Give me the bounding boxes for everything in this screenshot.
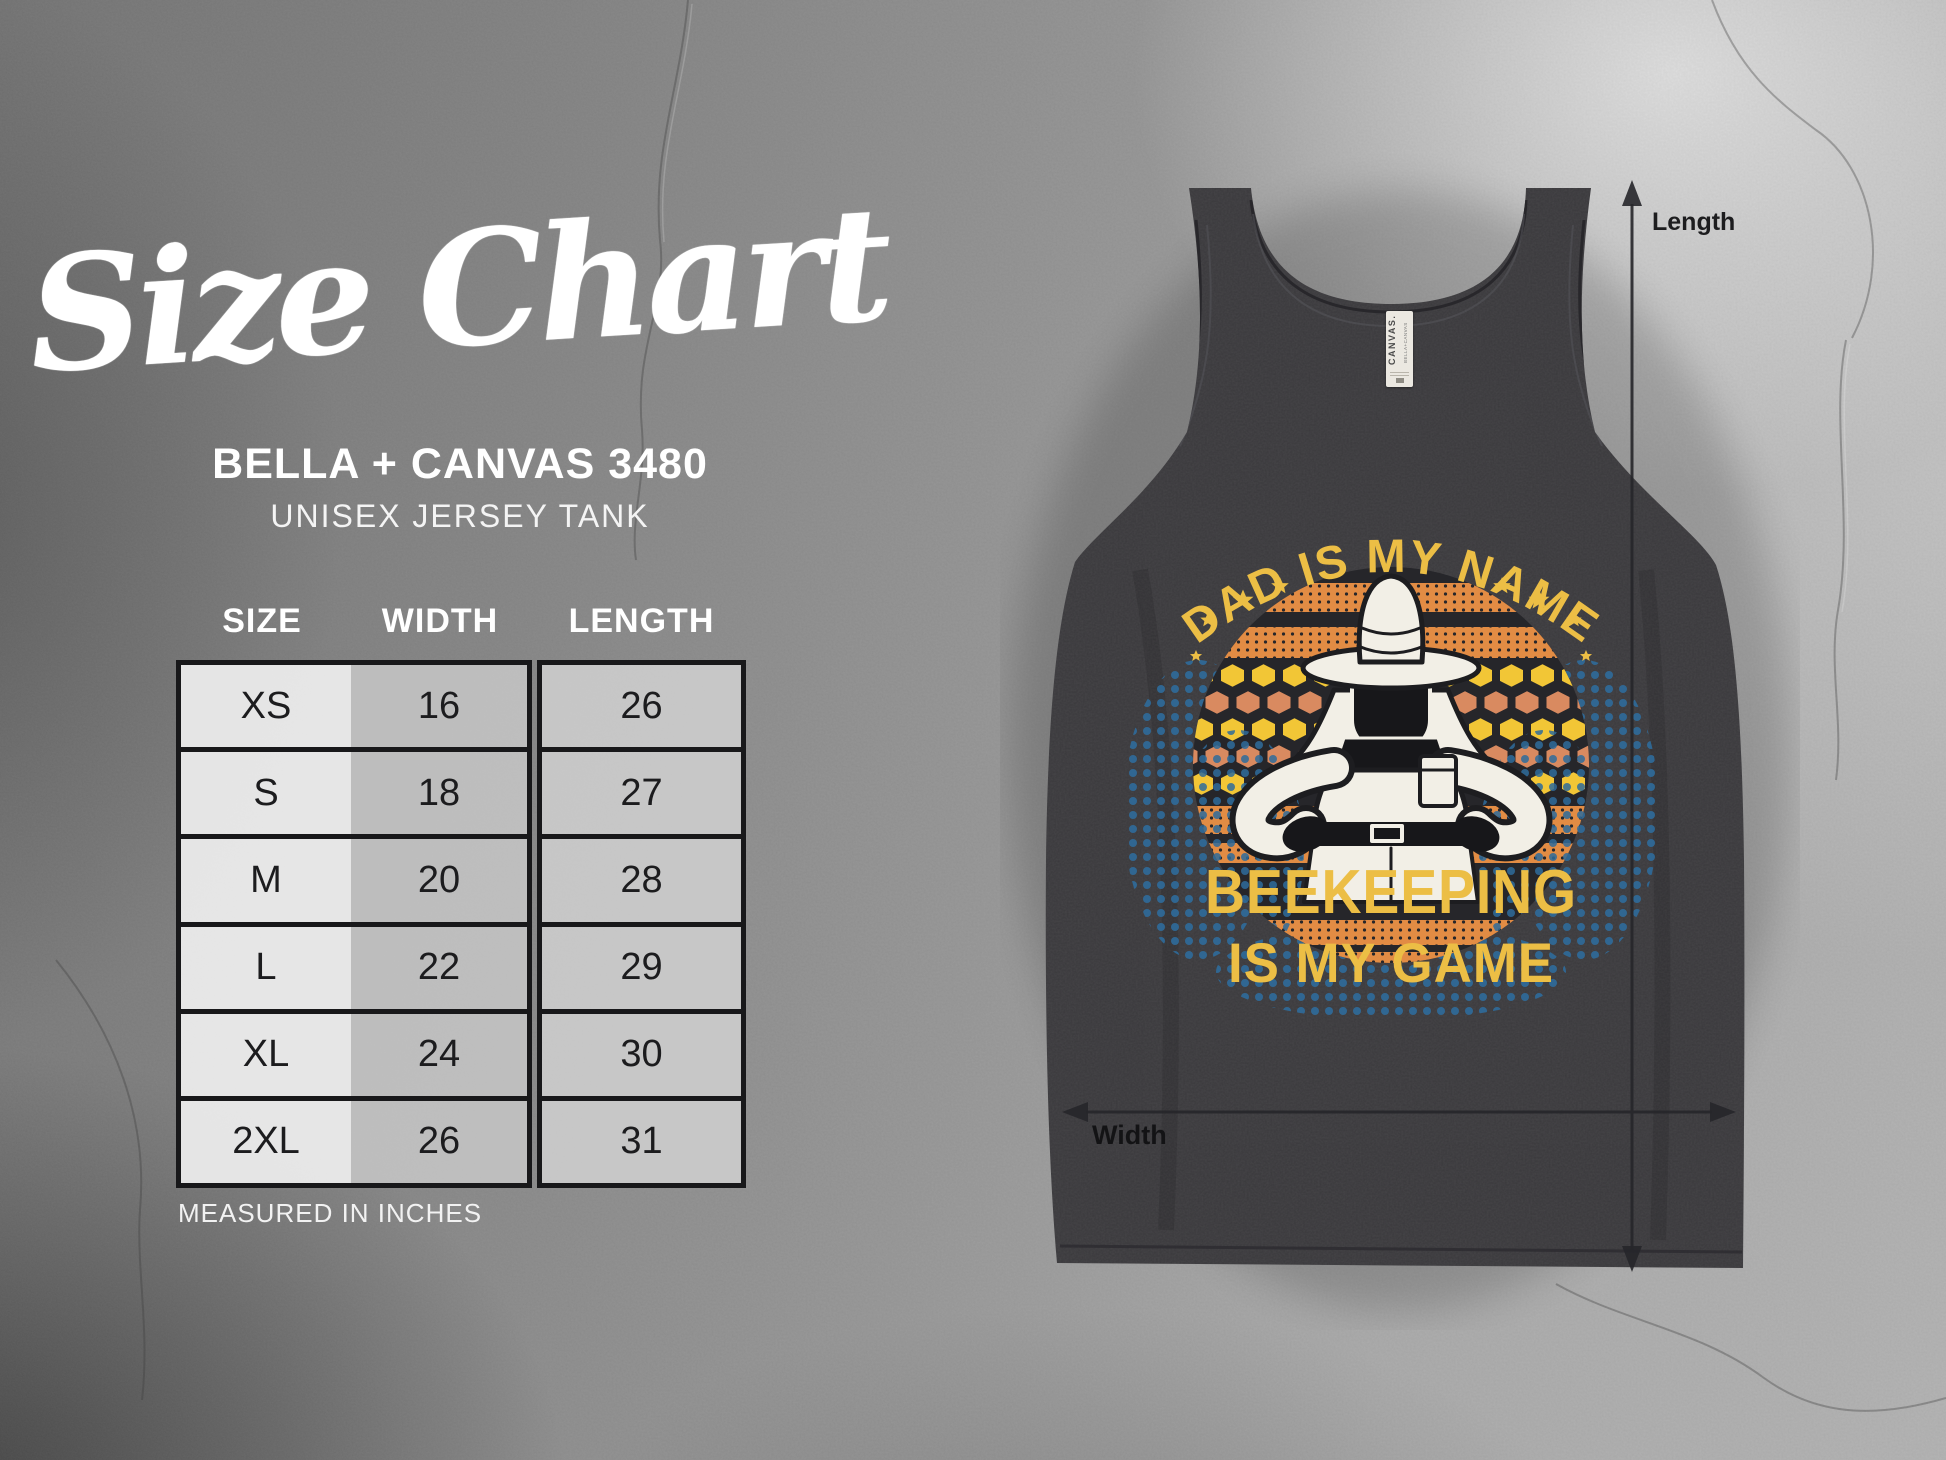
neck-tag: CANVAS. BELLA+CANVAS [1386,311,1413,387]
size-cell: L [181,926,351,1009]
length-cell: 30 [542,1013,741,1096]
size-cell: S [181,752,351,835]
length-dimension-label: Length [1652,208,1736,236]
width-cell: 18 [351,752,527,835]
neck-tag-care-lines [1390,370,1409,383]
design-line1: BEEKEEPING [1205,858,1577,927]
neck-tag-brand: CANVAS. [1387,314,1397,365]
size-cell: XL [181,1013,351,1096]
length-cell: 27 [542,752,741,835]
beekeeper-badge-design: DAD IS MY NAME BEEKEEPING IS MY GAME [1123,529,1659,1020]
measurement-note: MEASURED IN INCHES [178,1198,483,1228]
column-header-width: WIDTH [381,601,499,640]
table-row: 2XL 26 [181,1095,527,1184]
length-cell: 28 [542,839,741,922]
width-cell: 16 [351,665,527,748]
width-dimension-label: Width [1092,1120,1167,1150]
design-line2: IS MY GAME [1228,931,1554,994]
size-cell: 2XL [181,1100,351,1184]
table-row: 28 [542,834,741,922]
table-row: 29 [542,921,741,1009]
table-row: XL 24 [181,1008,527,1096]
table-row: L 22 [181,921,527,1009]
column-header-size: SIZE [222,601,302,640]
size-cell: XS [181,665,351,748]
product-subtitle: UNISEX JERSEY TANK [270,498,650,534]
length-cell: 31 [542,1100,741,1184]
neck-tag-sub: BELLA+CANVAS [1403,322,1408,363]
length-table: 26 27 28 29 30 31 [537,660,746,1188]
table-row: S 18 [181,747,527,835]
length-cell: 29 [542,926,741,1009]
table-row: 30 [542,1008,741,1096]
size-cell: M [181,839,351,922]
width-cell: 22 [351,926,527,1009]
belt-buckle [1370,824,1404,843]
size-width-table: XS 16 S 18 M 20 L 22 XL 24 2XL 26 [176,660,532,1188]
length-cell: 26 [542,665,741,748]
beekeeper-figure [1229,573,1553,904]
table-row: 27 [542,747,741,835]
chest-pocket [1418,754,1458,808]
table-row: 26 [542,665,741,748]
column-header-length: LENGTH [568,601,715,640]
table-row: M 20 [181,834,527,922]
width-cell: 20 [351,839,527,922]
width-cell: 26 [351,1100,527,1184]
width-cell: 24 [351,1013,527,1096]
table-row: 31 [542,1095,741,1184]
table-row: XS 16 [181,665,527,748]
product-name: BELLA + CANVAS 3480 [212,440,708,488]
hat-crown [1356,573,1426,665]
